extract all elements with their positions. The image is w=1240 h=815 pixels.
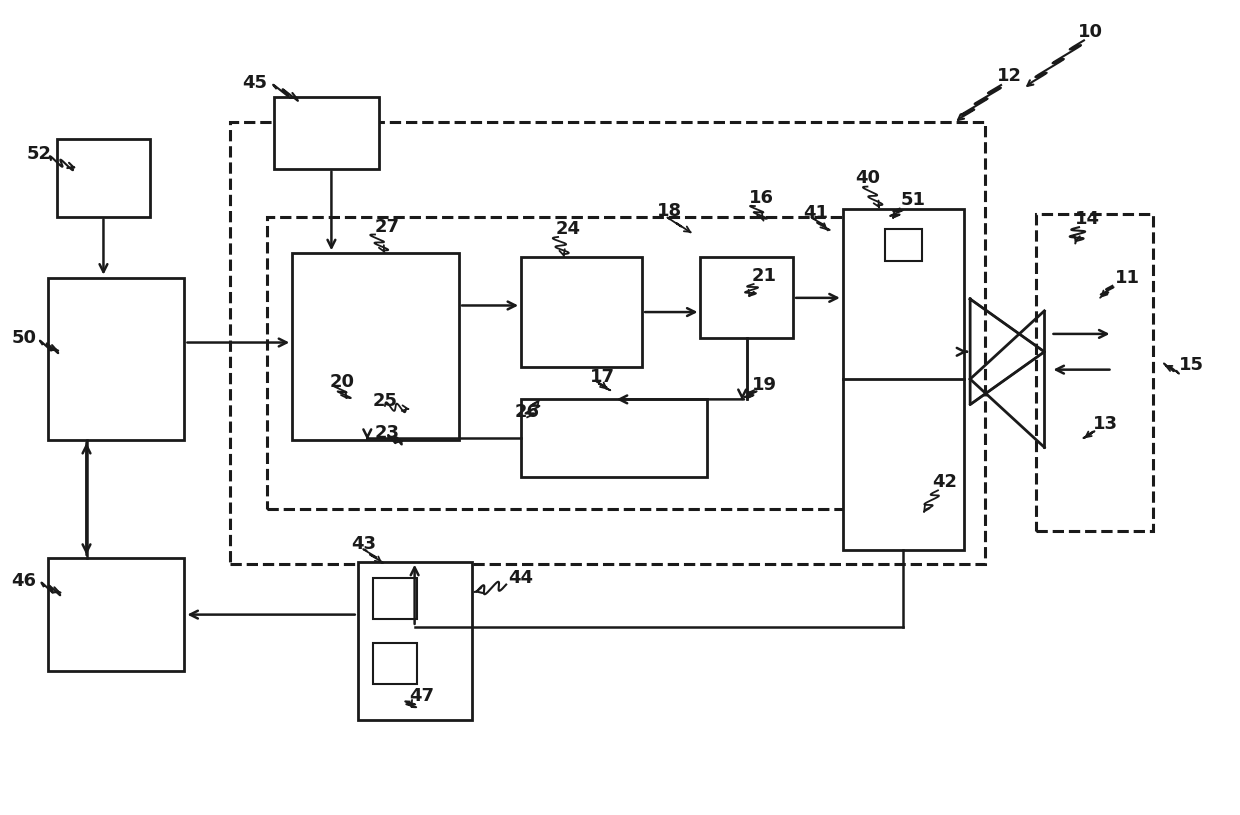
Bar — [231, 121, 985, 564]
Text: 50: 50 — [11, 329, 36, 347]
Text: 23: 23 — [374, 425, 401, 443]
Bar — [48, 278, 185, 440]
Text: 16: 16 — [749, 189, 774, 207]
Text: 25: 25 — [372, 392, 398, 410]
Bar — [1035, 214, 1153, 531]
Text: 41: 41 — [804, 204, 828, 222]
Bar — [268, 217, 887, 509]
Text: 26: 26 — [515, 403, 539, 421]
Text: 19: 19 — [753, 376, 777, 394]
Text: 51: 51 — [900, 192, 926, 209]
Bar — [701, 258, 794, 338]
Text: 15: 15 — [1179, 356, 1204, 374]
Text: 17: 17 — [590, 368, 615, 385]
Bar — [521, 258, 642, 367]
Bar — [293, 253, 459, 440]
Bar — [48, 557, 185, 672]
Text: 11: 11 — [1115, 269, 1140, 287]
Text: 10: 10 — [1078, 24, 1102, 42]
Text: 14: 14 — [1075, 210, 1100, 228]
Text: 52: 52 — [26, 145, 51, 163]
Text: 24: 24 — [556, 220, 580, 238]
Text: 44: 44 — [508, 569, 533, 587]
Text: 21: 21 — [751, 267, 776, 285]
Text: 42: 42 — [931, 474, 957, 491]
Bar — [57, 139, 150, 217]
Text: 18: 18 — [657, 202, 682, 220]
Bar — [274, 97, 378, 169]
Text: 12: 12 — [997, 67, 1022, 85]
Bar — [372, 643, 417, 684]
Text: 47: 47 — [409, 687, 435, 705]
Bar — [372, 578, 417, 619]
Bar — [843, 209, 963, 549]
Text: 13: 13 — [1092, 415, 1117, 433]
Text: 46: 46 — [11, 572, 36, 590]
Text: 27: 27 — [374, 218, 401, 236]
Bar — [885, 229, 923, 262]
Bar — [357, 562, 471, 720]
Bar — [521, 399, 707, 477]
Text: 43: 43 — [351, 535, 377, 553]
Text: 40: 40 — [856, 170, 880, 187]
Text: 45: 45 — [242, 73, 268, 91]
Text: 20: 20 — [330, 372, 355, 390]
